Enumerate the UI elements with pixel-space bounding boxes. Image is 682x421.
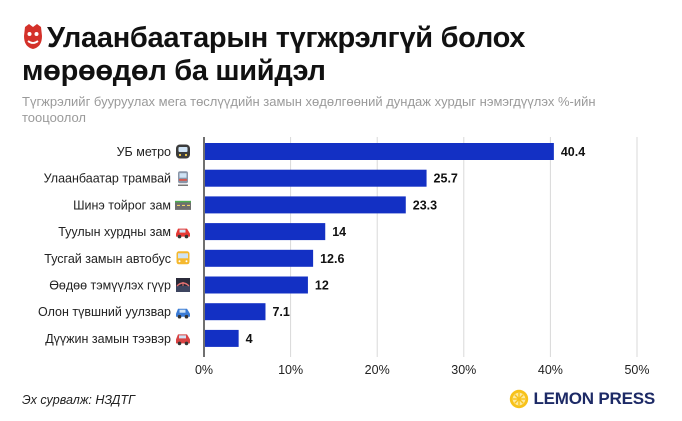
bar	[205, 169, 427, 187]
value-label: 14	[332, 225, 346, 239]
chart-title: Улаанбаатарын түгжрэлгүй болох мөрөөдөл …	[22, 22, 662, 88]
value-labels: 40.4 25.7 23.3 14 12.6 12 7.1 4	[246, 145, 586, 346]
category-label: Өөдөө тэмүүлэх гүүр	[49, 279, 171, 293]
category-label: Олон түвшний уулзвар	[38, 305, 171, 319]
bridge-emoji-icon	[176, 278, 190, 292]
value-label: 25.7	[434, 172, 458, 186]
category-label: Улаанбаатар трамвай	[44, 172, 171, 186]
x-tick-label: 40%	[538, 363, 563, 377]
lemon-icon	[510, 389, 529, 409]
value-label: 12.6	[320, 252, 344, 266]
x-tick-label: 10%	[278, 363, 303, 377]
bar	[205, 143, 554, 160]
car-emoji-icon	[176, 228, 190, 239]
x-tick-label: 20%	[365, 363, 390, 377]
bar	[205, 329, 239, 347]
title-text: Улаанбаатарын түгжрэлгүй болох мөрөөдөл …	[22, 22, 526, 87]
value-label: 40.4	[561, 145, 585, 159]
mask-emoji-icon	[22, 23, 44, 50]
bar	[205, 249, 314, 267]
bar	[205, 196, 406, 214]
bar	[205, 303, 266, 321]
value-label: 12	[315, 279, 329, 293]
x-tick-label: 50%	[624, 363, 649, 377]
category-label: Туулын хурдны зам	[58, 225, 171, 239]
category-label: Дүүжин замын тээвэр	[45, 332, 171, 346]
road-emoji-icon	[175, 200, 191, 210]
category-label: УБ метро	[117, 145, 171, 159]
category-label: Тусгай замын автобус	[44, 252, 171, 266]
tram-emoji-icon	[178, 171, 188, 186]
bus-emoji-icon	[176, 251, 190, 265]
bar	[205, 276, 308, 294]
category-icons	[175, 144, 191, 346]
bar	[205, 223, 326, 241]
brand-name: LEMON PRESS	[533, 389, 655, 408]
value-label: 23.3	[413, 198, 437, 212]
category-labels: УБ метро Улаанбаатар трамвай Шинэ тойрог з…	[38, 145, 171, 346]
value-label: 4	[246, 332, 253, 346]
chart-subtitle: Түгжрэлийг бууруулах мега төслүүдийн зам…	[22, 94, 596, 125]
x-tick-label: 30%	[451, 363, 476, 377]
bars	[205, 143, 554, 347]
brand-logo: LEMON PRESS	[509, 389, 655, 409]
metro-emoji-icon	[176, 144, 190, 159]
parking-car-emoji-icon	[176, 334, 190, 346]
overpass-car-emoji-icon	[176, 308, 190, 319]
x-axis-ticks: 0% 10% 20% 30% 40% 50%	[195, 363, 650, 377]
source-note: Эх сурвалж: НЗДТГ	[22, 393, 135, 407]
value-label: 7.1	[272, 305, 289, 319]
x-tick-label: 0%	[195, 363, 213, 377]
category-label: Шинэ тойрог зам	[73, 198, 171, 212]
